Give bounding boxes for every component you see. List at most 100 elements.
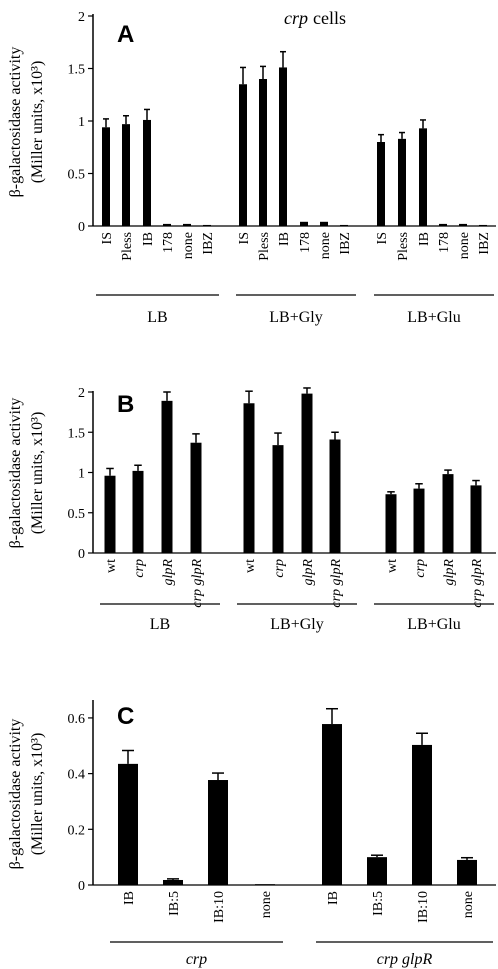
panel-letter-a: A [117,21,134,48]
bar [300,221,308,226]
group-label: LB+Glu [407,616,460,633]
panel-letter-c: C [117,703,134,730]
panel-a: Aβ-galactosidase activity (Miller units, … [7,10,496,326]
bar [439,223,447,226]
group-label: crp [186,951,207,968]
bar [412,744,432,885]
y-tick-label: 0 [78,220,85,235]
figure-title-italic: crp [284,8,308,28]
group-label: crp glpR [377,951,433,968]
group-label: LB [147,309,167,326]
bar [208,780,228,885]
y-tick-label: 1 [78,115,85,130]
bar [413,488,425,553]
category-label: 178 [437,232,452,253]
bar [243,403,255,553]
category-label: none [457,232,472,259]
category-label: none [461,891,476,918]
y-tick-label: 0 [78,547,85,562]
figure-title-rest: cells [313,8,346,28]
category-label: 178 [161,232,176,253]
y-tick-label: 2 [78,386,85,401]
bar [239,84,247,226]
category-label: IBZ [477,232,492,255]
bar [459,223,467,226]
y-tick-label: 0.4 [68,768,86,783]
panel-letter-b: B [117,391,134,418]
category-label: IBZ [338,232,353,255]
category-label: none [259,891,274,918]
bar [190,442,202,553]
panel-c: Cβ-galactosidase activity (Miller units, … [7,700,496,968]
bar [398,138,406,226]
category-label: IB:10 [416,891,431,923]
category-label: IS [375,232,390,244]
y-tick-label: 1 [78,467,85,482]
category-label: crp glpR [470,559,485,608]
bar [279,67,287,226]
bar [255,884,275,885]
bar [118,763,138,885]
category-label: none [181,232,196,259]
panel-b: Bβ-galactosidase activity (Miller units, … [7,386,496,633]
y-tick-label: 0 [78,879,85,894]
category-label: none [318,232,333,259]
category-label: crp glpR [329,559,344,608]
bar [104,475,116,553]
category-label: glpR [442,559,457,586]
y-axis-label-line2: (Miller units, x10³) [29,733,46,856]
bar [132,470,144,553]
category-label: wt [104,559,119,573]
bar [272,445,284,553]
category-label: 178 [298,232,313,253]
category-label: IS [237,232,252,244]
bar [163,879,183,885]
category-label: IB [122,891,137,905]
y-tick-label: 1.5 [68,426,86,441]
category-label: crp [272,559,287,578]
category-label: Pless [120,232,135,261]
bar [322,724,342,885]
bar [419,128,427,226]
category-label: wt [243,559,258,573]
bar [259,79,267,226]
group-label: LB [150,616,170,633]
category-label: wt [385,559,400,573]
category-label: IB [417,232,432,246]
category-label: IB:5 [167,891,182,916]
bar [329,439,341,553]
bar [320,221,328,226]
category-label: glpR [301,559,316,586]
y-tick-label: 0.5 [68,168,86,183]
y-axis-label-line1: β-galactosidase activity [7,719,24,870]
bar [143,119,151,226]
bar [470,485,482,553]
bar [102,127,110,226]
y-axis-label-line1: β-galactosidase activity [7,398,24,549]
bar [377,142,385,226]
y-axis-label-line2: (Miller units, x10³) [29,61,46,184]
y-tick-label: 1.5 [68,63,86,78]
category-label: IB [141,232,156,246]
y-tick-label: 0.5 [68,507,86,522]
category-label: IB:5 [371,891,386,916]
bar [457,859,477,885]
category-label: IS [100,232,115,244]
group-label: LB+Gly [270,616,323,633]
bar [340,224,348,226]
figure-title: crp cells [284,8,346,28]
category-label: crp glpR [190,559,205,608]
y-tick-label: 0.6 [68,712,86,727]
bar [161,400,173,553]
y-axis-label-line1: β-galactosidase activity [7,47,24,198]
bar [163,223,171,226]
bar [301,393,313,553]
category-label: IB [326,891,341,905]
bar [479,224,487,226]
category-label: Pless [396,232,411,261]
bar [122,124,130,226]
bar [367,857,387,885]
bar [442,474,454,553]
category-label: IBZ [201,232,216,255]
group-label: LB+Glu [407,309,460,326]
